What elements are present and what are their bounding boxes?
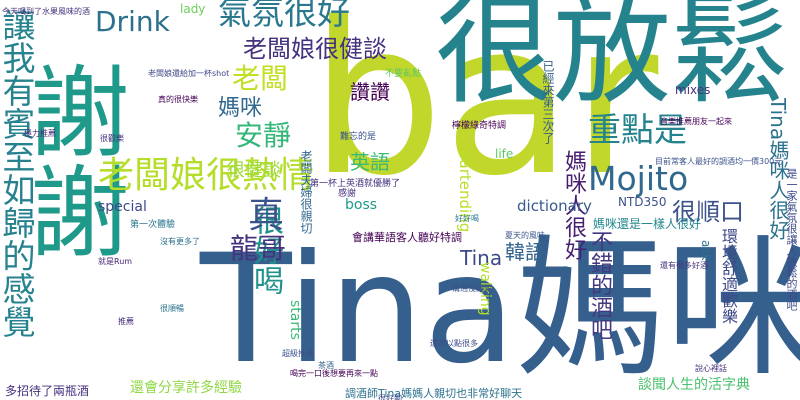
cloud-word: 目前常客人最好的調酒均一價300元 — [655, 157, 783, 166]
cloud-word: 已經來第三次了 — [541, 60, 555, 144]
cloud-word: 音樂推薦朋友一起來 — [660, 117, 732, 126]
cloud-word: 多招待了兩瓶酒 — [5, 384, 90, 398]
cloud-word: special — [98, 199, 147, 215]
cloud-word: bar — [310, 0, 659, 222]
cloud-word: 沒有更多了 — [160, 237, 200, 246]
cloud-word: 媽咪還是一樣人很好 — [593, 217, 702, 231]
cloud-word: 還可以點很多 — [430, 339, 478, 348]
cloud-word: 會講華語客人聽好特調 — [352, 231, 462, 244]
cloud-word: 讚讚 — [350, 80, 390, 104]
cloud-word: 極力推薦 — [24, 129, 56, 138]
cloud-word: life — [495, 147, 514, 161]
cloud-word: 第一杯上英酒就優勝了 — [310, 179, 401, 189]
cloud-word: 老闆夫婦很親切 — [299, 150, 313, 234]
cloud-word: 很好喝 — [248, 205, 283, 295]
cloud-word: 龍哥 — [230, 232, 287, 265]
cloud-word: mixes — [675, 83, 711, 97]
cloud-word: 媽咪 — [218, 96, 263, 121]
cloud-word: 調酒師Tina媽媽人親切也非常好聊天 — [345, 387, 523, 400]
cloud-word: 環境舒適歡樂 — [719, 228, 738, 324]
cloud-word: 感謝 — [338, 189, 357, 199]
cloud-word: 溝通沒問題 — [452, 284, 492, 293]
cloud-word: 老闆娘很健談 — [243, 35, 387, 63]
cloud-word: 不錯的酒吧 — [587, 230, 612, 340]
cloud-word: 很健談 — [227, 160, 281, 181]
cloud-word: 英語 — [350, 150, 390, 174]
cloud-word: starts — [287, 300, 303, 340]
cloud-word: 安靜 — [235, 119, 292, 152]
cloud-word: 還會分享許多經驗 — [130, 380, 242, 396]
cloud-word: 檸檬綠奇特調 — [452, 121, 507, 131]
cloud-word: Tina — [460, 246, 503, 270]
cloud-word: 難忘的是 — [340, 132, 377, 142]
cloud-word: 好好喝 — [455, 214, 479, 223]
cloud-word: Tina媽咪 — [200, 223, 800, 397]
cloud-word: NTD350 — [618, 195, 667, 209]
cloud-word: 媽咪人很好 — [561, 150, 586, 260]
cloud-word: 第一次體驗 — [130, 220, 176, 230]
cloud-word: lady — [180, 2, 206, 16]
cloud-word: Tina媽咪人很好 — [766, 98, 790, 241]
cloud-word: 讓我有賓至如歸的感覺 — [0, 8, 36, 338]
cloud-word: 今天喝到了水果風味的酒 — [2, 7, 90, 16]
cloud-word: 很放鬆 — [435, 0, 790, 120]
cloud-word: bartending — [456, 150, 474, 233]
cloud-word: 很順口 — [672, 198, 744, 226]
cloud-word: boss — [345, 197, 378, 213]
cloud-word: 還有很多好酒 — [660, 261, 708, 270]
cloud-word: 重點是 — [588, 110, 687, 149]
cloud-word: 說心裡話 — [695, 364, 727, 373]
cloud-word: 老闆娘很熱情 — [98, 155, 315, 196]
cloud-word: 真的很快樂 — [158, 95, 198, 104]
cloud-word: 茶酒 — [318, 361, 334, 370]
cloud-word: 老闆 — [232, 62, 289, 95]
cloud-word: 是一家氣氛很讓人放鬆的酒吧 — [785, 168, 798, 311]
cloud-word: walking — [477, 262, 493, 316]
cloud-word: 真 — [248, 195, 285, 236]
cloud-word: dictionary — [517, 197, 592, 215]
cloud-word: 不要亂點 — [385, 69, 422, 79]
cloud-word: 就是Rum — [98, 257, 133, 266]
cloud-word: 很好聊 — [378, 394, 402, 400]
cloud-word: 談聞人生的活字典 — [638, 377, 750, 393]
cloud-word: 喝完一口後想要再來一點 — [290, 369, 378, 378]
cloud-word: Mojito — [588, 159, 689, 198]
cloud-word: 謝謝 — [12, 60, 129, 260]
cloud-word: 超級推薦 — [282, 349, 314, 358]
cloud-word: 推薦 — [118, 317, 134, 326]
cloud-word: 很歡樂 — [100, 134, 124, 143]
cloud-word: 氣氛很好 — [218, 0, 350, 32]
cloud-word: ask — [699, 240, 713, 261]
cloud-word: 很順暢 — [160, 304, 184, 313]
cloud-word: 老闆娘還給加一杯shot — [148, 69, 230, 78]
cloud-word: 夏天的風味 — [505, 231, 545, 240]
cloud-word: 韓語 — [505, 240, 545, 264]
cloud-word: Drink — [95, 5, 170, 38]
